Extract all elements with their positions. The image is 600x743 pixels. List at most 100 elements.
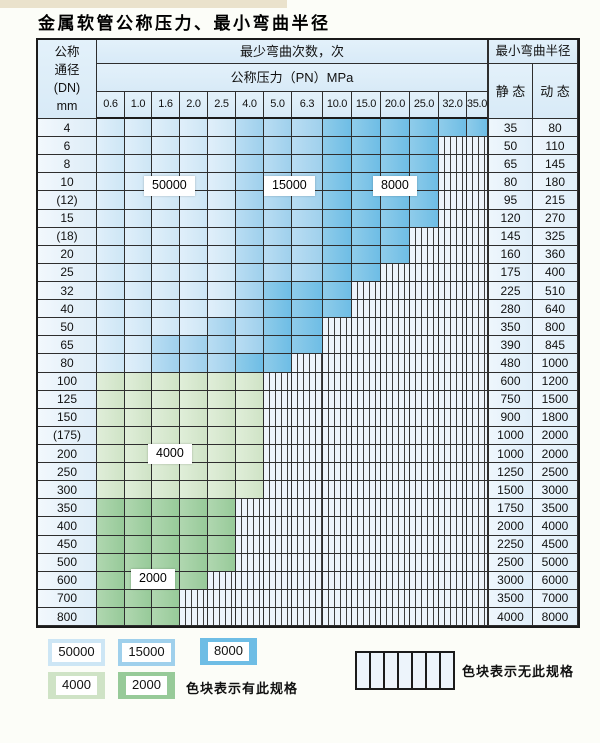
matrix-cell (323, 137, 352, 156)
legend-swatch-2000: 2000 (118, 672, 175, 699)
dn-cell: 20 (38, 245, 97, 264)
matrix-cell (352, 589, 381, 608)
matrix-cell (236, 426, 264, 445)
dn-cell: 8 (38, 155, 97, 174)
matrix-cell (236, 281, 264, 301)
matrix-cell (467, 444, 488, 464)
matrix-cell (264, 227, 292, 246)
zone-label-50000: 50000 (144, 176, 195, 196)
matrix-cell (292, 191, 323, 210)
matrix-cell (180, 354, 208, 373)
dn-cell: 700 (38, 589, 97, 608)
matrix-cell (323, 372, 352, 391)
matrix-cell (381, 589, 410, 608)
legend-swatch-15000: 15000 (118, 639, 175, 666)
dn-cell: 250 (38, 463, 97, 482)
matrix-cell (323, 444, 352, 464)
matrix-cell (264, 372, 292, 391)
matrix-cell (180, 227, 208, 246)
dn-header-line: mm (56, 99, 78, 113)
matrix-cell (208, 354, 236, 373)
matrix-cell (381, 553, 410, 572)
static-value-cell: 1750 (488, 499, 533, 518)
matrix-cell (125, 463, 152, 482)
matrix-cell (236, 336, 264, 355)
matrix-cell (352, 281, 381, 301)
matrix-cell (410, 137, 439, 156)
matrix-cell (467, 426, 488, 445)
matrix-cell (381, 426, 410, 445)
matrix-cell (180, 191, 208, 210)
matrix-cell (292, 408, 323, 427)
dynamic-value-cell: 360 (533, 245, 578, 264)
static-value-cell: 1000 (488, 444, 533, 464)
matrix-cell (264, 535, 292, 554)
matrix-cell (208, 607, 236, 627)
matrix-cell (264, 607, 292, 627)
page-title: 金属软管公称压力、最小弯曲半径 (38, 14, 331, 34)
static-value-cell: 1500 (488, 481, 533, 500)
dynamic-value-cell: 8000 (533, 607, 578, 627)
matrix-cell (439, 245, 467, 264)
matrix-cell (180, 499, 208, 518)
matrix-cell (208, 209, 236, 228)
pressure-header-cell: 20.0 (381, 92, 410, 119)
matrix-cell (208, 553, 236, 572)
matrix-cell (410, 553, 439, 572)
matrix-cell (467, 227, 488, 246)
matrix-cell (410, 390, 439, 409)
matrix-cell (152, 589, 180, 608)
matrix-cell (236, 553, 264, 572)
dynamic-value-cell: 2000 (533, 444, 578, 464)
top-cream-strip (0, 0, 287, 8)
legend-swatch-label: 50000 (52, 643, 101, 662)
matrix-cell (352, 517, 381, 536)
static-value-cell: 145 (488, 227, 533, 246)
matrix-cell (264, 499, 292, 518)
dynamic-value-cell: 510 (533, 281, 578, 301)
matrix-cell (208, 372, 236, 391)
zone-label-8000: 8000 (373, 176, 417, 196)
matrix-cell (352, 463, 381, 482)
legend-swatch-4000: 4000 (48, 672, 105, 699)
matrix-cell (236, 318, 264, 337)
static-value-cell: 65 (488, 155, 533, 174)
matrix-cell (439, 191, 467, 210)
pressure-header-cell: 1.6 (152, 92, 180, 119)
matrix-cell (152, 535, 180, 554)
static-value-cell: 350 (488, 318, 533, 337)
matrix-cell (236, 137, 264, 156)
matrix-cell (439, 263, 467, 282)
static-value-cell: 2000 (488, 517, 533, 536)
matrix-cell (410, 408, 439, 427)
static-value-cell: 160 (488, 245, 533, 264)
matrix-cell (439, 408, 467, 427)
zone-label-4000: 4000 (148, 444, 192, 464)
matrix-cell (180, 607, 208, 627)
matrix-cell (152, 227, 180, 246)
matrix-cell (381, 535, 410, 554)
matrix-cell (236, 191, 264, 210)
pressure-header-cell: 1.0 (125, 92, 152, 119)
matrix-cell (264, 571, 292, 590)
matrix-cell (264, 318, 292, 337)
matrix-cell (180, 119, 208, 138)
matrix-cell (410, 517, 439, 536)
matrix-cell (236, 390, 264, 409)
matrix-cell (410, 444, 439, 464)
dynamic-value-cell: 145 (533, 155, 578, 174)
matrix-cell (236, 173, 264, 192)
matrix-cell (292, 463, 323, 482)
matrix-cell (152, 481, 180, 500)
matrix-cell (352, 571, 381, 590)
matrix-cell (381, 155, 410, 174)
matrix-cell (236, 300, 264, 319)
matrix-cell (208, 571, 236, 590)
matrix-cell (467, 263, 488, 282)
matrix-cell (467, 607, 488, 627)
matrix-cell (467, 372, 488, 391)
matrix-cell (323, 571, 352, 590)
matrix-cell (208, 318, 236, 337)
matrix-cell (439, 209, 467, 228)
matrix-cell (439, 227, 467, 246)
